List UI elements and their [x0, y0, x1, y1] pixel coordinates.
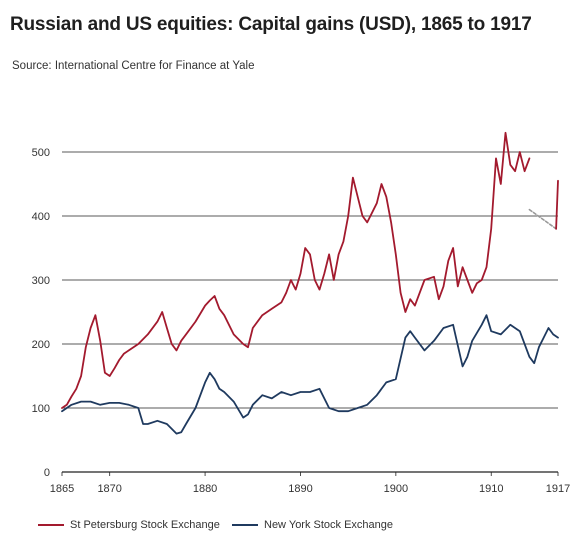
legend-swatch-new-york	[232, 524, 258, 526]
legend-label-new-york: New York Stock Exchange	[264, 519, 394, 531]
y-tick-label-300: 300	[32, 275, 50, 287]
x-tick-label-1880: 1880	[193, 483, 217, 495]
x-tick-label-1910: 1910	[479, 483, 503, 495]
legend-new-york: New York Stock Exchange	[232, 519, 393, 531]
series-line-0	[61, 131, 531, 409]
legend-swatch-st-petersburg	[38, 524, 64, 526]
legend-label-st-petersburg: St Petersburg Stock Exchange	[70, 519, 220, 531]
chart-source: Source: International Centre for Finance…	[12, 60, 255, 72]
series-line-2	[528, 208, 557, 230]
legend-st-petersburg: St Petersburg Stock Exchange	[38, 519, 220, 531]
y-tick-label-100: 100	[32, 403, 50, 415]
chart-title: Russian and US equities: Capital gains (…	[10, 14, 532, 35]
x-tick-label-1900: 1900	[384, 483, 408, 495]
series-line-3	[555, 179, 559, 230]
x-tick-label-1917: 1917	[546, 483, 570, 495]
x-tick-label-1870: 1870	[97, 483, 121, 495]
y-tick-label-200: 200	[32, 339, 50, 351]
x-tick-label-1890: 1890	[288, 483, 312, 495]
y-tick-label-0: 0	[44, 467, 50, 479]
y-tick-label-500: 500	[32, 147, 50, 159]
x-tick-label-1865: 1865	[50, 483, 74, 495]
y-tick-label-400: 400	[32, 211, 50, 223]
series-line-1	[61, 314, 559, 435]
